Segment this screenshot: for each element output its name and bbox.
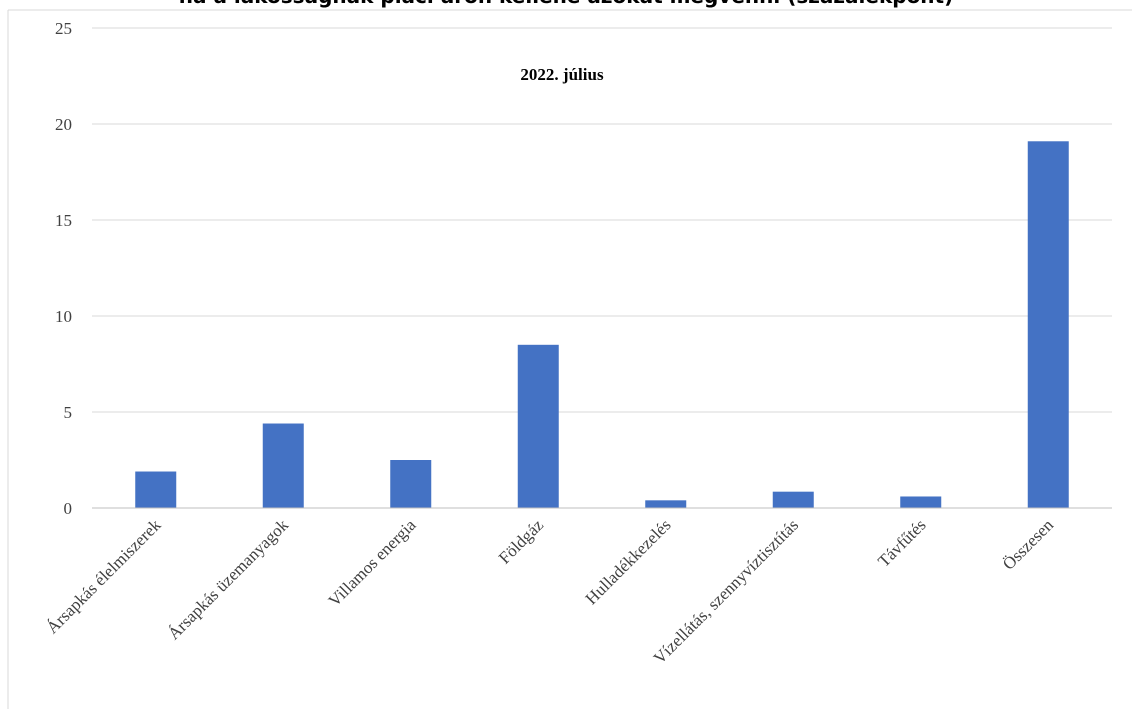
grid-lines (92, 27, 1112, 413)
y-tick-label: 0 (64, 499, 73, 518)
x-tick-label: Vízellátás, szennyvíztisztítás (650, 515, 802, 667)
y-tick-label: 20 (55, 115, 72, 134)
x-tick-label: Hulladékkezelés (582, 515, 675, 608)
y-tick-label: 5 (64, 403, 73, 422)
x-tick-label: Ársapkás élelmiszerek (43, 515, 165, 637)
bar (390, 460, 432, 508)
bar (645, 500, 687, 508)
page-title: ha a lakosságnak piaci áron kellene azok… (0, 0, 1132, 8)
bar (517, 344, 559, 508)
chart-title: 2022. július (520, 65, 604, 84)
bar (900, 496, 942, 508)
x-tick-label: Összesen (999, 515, 1058, 574)
x-tick-label: Villamos energia (325, 515, 420, 610)
y-tick-label: 10 (55, 307, 72, 326)
bar (135, 471, 177, 508)
x-tick-label: Ársapkás üzemanyagok (164, 515, 292, 643)
bar (772, 491, 814, 508)
bars (135, 141, 1069, 508)
bar (262, 423, 304, 508)
y-tick-label: 15 (55, 211, 72, 230)
x-tick-label: Távfűtés (874, 515, 929, 570)
x-axis-ticks: Ársapkás élelmiszerek Ársapkás üzemanyago… (43, 515, 1058, 668)
y-tick-label: 25 (55, 19, 72, 38)
y-axis-ticks: 0 5 10 15 20 25 (55, 19, 72, 518)
bar (1027, 141, 1069, 508)
x-tick-label: Földgáz (495, 515, 547, 567)
